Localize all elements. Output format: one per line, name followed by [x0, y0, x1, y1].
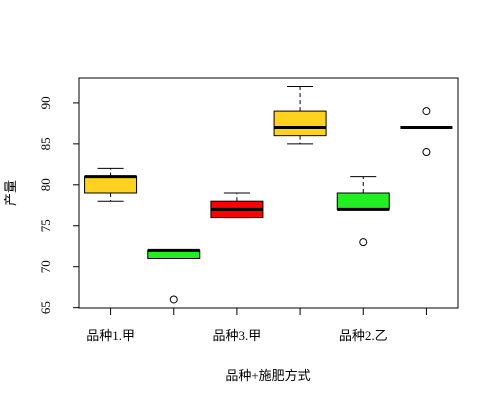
y-axis-label: 产量 [3, 180, 18, 206]
x-tick-label: 品种2.乙 [339, 328, 388, 343]
y-tick-label: 85 [38, 137, 53, 150]
outlier [422, 148, 431, 157]
y-tick-label: 70 [38, 260, 53, 273]
box [336, 192, 390, 210]
x-tick-label: 品种1.甲 [86, 328, 135, 343]
x-tick-label: 品种3.甲 [213, 328, 262, 343]
box [273, 110, 327, 137]
y-tick-label: 90 [38, 96, 53, 109]
y-tick-label: 80 [38, 178, 53, 191]
y-tick-label: 75 [38, 219, 53, 232]
box [84, 176, 138, 194]
outlier [169, 295, 178, 304]
outlier [422, 107, 431, 116]
y-tick-label: 65 [38, 301, 53, 314]
outlier [359, 238, 368, 247]
x-axis-label: 品种+施肥方式 [225, 368, 310, 383]
